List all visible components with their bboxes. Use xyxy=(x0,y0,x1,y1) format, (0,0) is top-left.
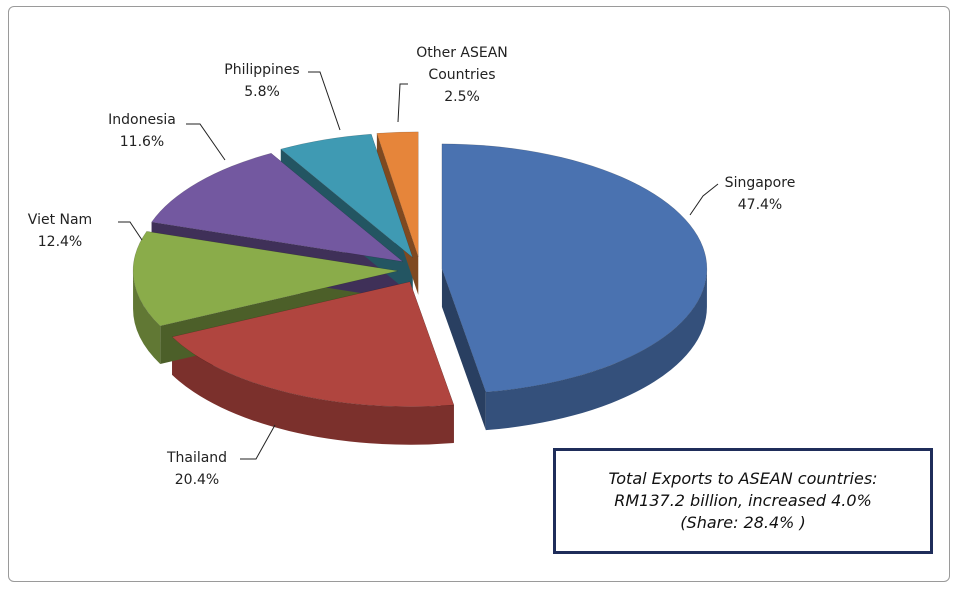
leader-line xyxy=(240,424,276,460)
value-label: 11.6% xyxy=(119,134,165,150)
slice xyxy=(171,281,455,407)
frame xyxy=(8,6,950,582)
slice xyxy=(280,133,414,259)
category-label: Thailand xyxy=(166,450,228,466)
category-label: Other ASEAN Countries xyxy=(416,45,508,83)
value-label: 47.4% xyxy=(737,197,783,213)
slice-side xyxy=(441,268,486,431)
slice xyxy=(376,131,419,257)
value-label: 5.8% xyxy=(244,84,280,100)
annotation: (Share: 28.4% ) xyxy=(680,513,806,532)
slice-side xyxy=(133,270,161,365)
annotation: RM137.2 billion, increased 4.0% xyxy=(614,491,872,510)
annotation: Total Exports to ASEAN countries: xyxy=(608,469,878,488)
category-label: Indonesia xyxy=(108,112,176,128)
leader-line xyxy=(308,71,341,131)
category-label: Viet Nam xyxy=(27,212,93,228)
slice xyxy=(151,152,404,263)
slice-side xyxy=(485,268,707,431)
annotation-box: Total Exports to ASEAN countries: RM137.… xyxy=(553,448,933,554)
leader-line xyxy=(186,123,226,161)
leader-line xyxy=(397,83,408,123)
category-label: Singapore xyxy=(724,175,796,191)
leader-line xyxy=(118,221,143,241)
value-label: 2.5% xyxy=(444,89,480,105)
slice-side xyxy=(172,336,454,445)
category-label: Philippines xyxy=(224,62,300,78)
leader-line xyxy=(689,183,719,216)
value-label: 12.4% xyxy=(37,234,83,250)
slice xyxy=(441,143,708,393)
value-label: 20.4% xyxy=(174,472,220,488)
